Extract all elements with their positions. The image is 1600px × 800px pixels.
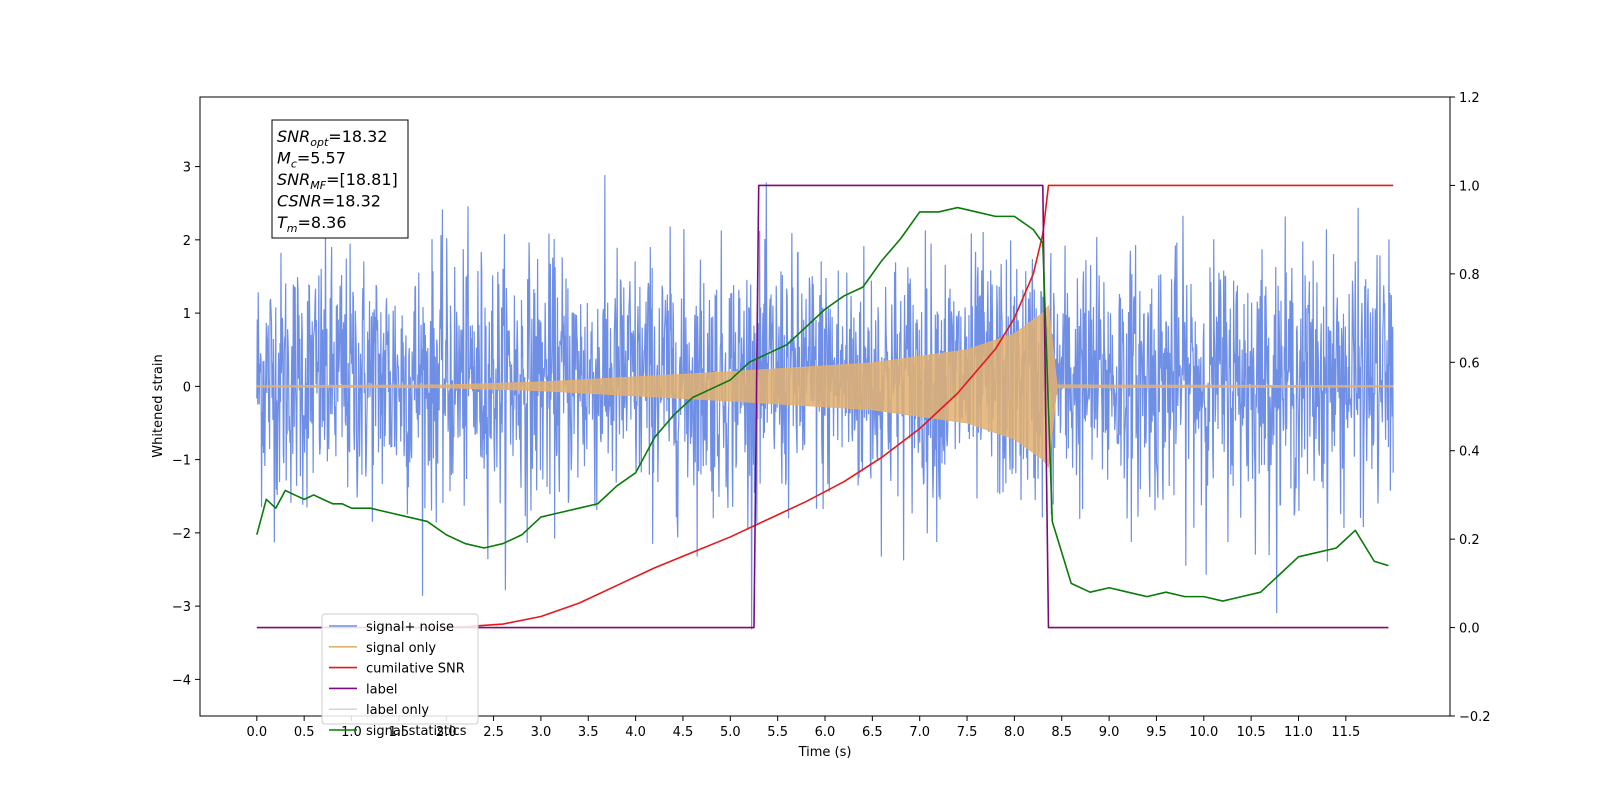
x-tick-label: 1.0 [341, 725, 362, 740]
series-label [256, 184, 1389, 629]
annotation-symbol: T [277, 213, 288, 232]
annotation-frame [271, 119, 409, 239]
x-tick-label: 9.0 [1099, 725, 1120, 740]
annotation-subscript: MF [310, 179, 326, 192]
legend-entry: signal+ noise [366, 620, 454, 635]
y2-tick-label: 0.6 [1459, 356, 1480, 371]
x-tick-label: 0.0 [246, 725, 267, 740]
series-signal-statistics [256, 206, 1389, 602]
x-tick-label: 4.0 [625, 725, 646, 740]
x-tick-label: 5.0 [720, 725, 741, 740]
x-tick-label: 5.5 [767, 725, 788, 740]
x-tick-label: 4.5 [673, 725, 694, 740]
annotation-line: Mc=5.57 [277, 149, 346, 171]
legend-entry: cumilative SNR [366, 662, 465, 677]
y-tick-label: −1 [172, 454, 191, 469]
legend-entry: signal statistics [366, 724, 467, 739]
annotation-value: =18.32 [322, 192, 381, 211]
annotation-symbol: SNR [277, 170, 310, 189]
x-tick-label: 7.5 [957, 725, 978, 740]
x-tick-label: 3.5 [578, 725, 599, 740]
y-tick-label: 3 [183, 161, 191, 176]
y-tick-label: 0 [183, 380, 191, 395]
x-tick-label: 11.0 [1284, 725, 1313, 740]
y2-tick-label: 0.4 [1459, 445, 1480, 460]
plot-area [256, 175, 1394, 630]
legend-entry: label [366, 682, 397, 697]
x-tick-label: 2.0 [436, 725, 457, 740]
y-tick-label: −3 [172, 600, 191, 615]
legend-entry: label only [366, 703, 429, 718]
annotation-value: =8.36 [298, 213, 347, 232]
x-tick-label: 0.5 [294, 725, 315, 740]
series-cumulative-snr [436, 184, 1394, 629]
y-axis-label: Whitened strain [151, 354, 166, 457]
x-tick-label: 10.0 [1189, 725, 1218, 740]
y2-tick-label: 0.2 [1459, 533, 1480, 548]
y2-tick-label: 0.0 [1459, 622, 1480, 637]
series-signal-noise [256, 175, 1394, 630]
y-tick-label: 1 [183, 307, 191, 322]
annotation-symbol: M [277, 149, 291, 168]
annotation-line: SNRMF=[18.81] [277, 170, 398, 192]
x-tick-label: 9.5 [1146, 725, 1167, 740]
series-signal-only [256, 304, 1394, 468]
x-tick-label: 6.0 [815, 725, 836, 740]
annotation-symbol: SNR [277, 127, 310, 146]
x-tick-label: 10.5 [1237, 725, 1266, 740]
annotation-subscript: opt [310, 136, 329, 149]
axes: 0.0 0.5 1.0 1.5 2.0 2.5 3.0 3.5 4.0 4.5 5.0 5.5 6.0 6… [172, 91, 1491, 740]
x-tick-label: 2.5 [483, 725, 504, 740]
annotation-subscript: m [287, 222, 298, 235]
x-tick-label: 1.5 [389, 725, 410, 740]
annotation-box: SNRopt=18.32Mc=5.57SNRMF=[18.81]CSNR=18.… [271, 119, 409, 239]
x-tick-label: 3.0 [531, 725, 552, 740]
y-tick-label: 2 [183, 234, 191, 249]
y2-tick-label: 0.8 [1459, 268, 1480, 283]
annotation-value: =18.32 [328, 127, 387, 146]
annotation-line: SNRopt=18.32 [277, 127, 388, 149]
x-tick-label: 7.0 [909, 725, 930, 740]
y-tick-label: −2 [172, 527, 191, 542]
x-tick-label: 6.5 [862, 725, 883, 740]
x-axis-label: Time (s) [798, 745, 852, 760]
annotation-line: CSNR=18.32 [277, 192, 381, 211]
y2-tick-label: 1.0 [1459, 179, 1480, 194]
legend: signal+ noise signal only cumilative SNR la… [321, 613, 479, 739]
y2-tick-label: −0.2 [1459, 710, 1491, 725]
annotation-subscript: c [291, 158, 297, 171]
x-tick-label: 11.5 [1331, 725, 1360, 740]
x-tick-label: 8.0 [1004, 725, 1025, 740]
x-tick-label: 8.5 [1051, 725, 1072, 740]
annotation-value: =5.57 [297, 149, 346, 168]
legend-entry: signal only [366, 641, 436, 656]
annotation-line: Tm=8.36 [277, 213, 347, 235]
annotation-symbol: CSNR [277, 192, 322, 211]
legend-frame [321, 613, 479, 725]
y-tick-label: −4 [172, 673, 191, 688]
y2-tick-label: 1.2 [1459, 91, 1480, 106]
annotation-value: =[18.81] [326, 170, 398, 189]
